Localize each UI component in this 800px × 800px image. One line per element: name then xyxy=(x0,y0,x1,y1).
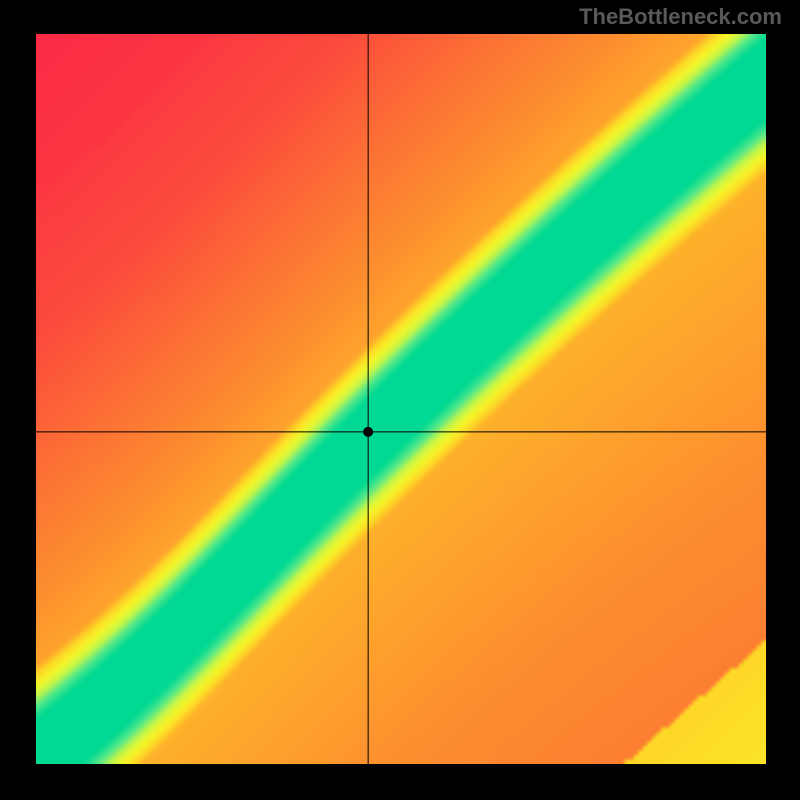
chart-container: TheBottleneck.com xyxy=(0,0,800,800)
watermark-text: TheBottleneck.com xyxy=(579,4,782,30)
heatmap-canvas xyxy=(36,34,766,764)
